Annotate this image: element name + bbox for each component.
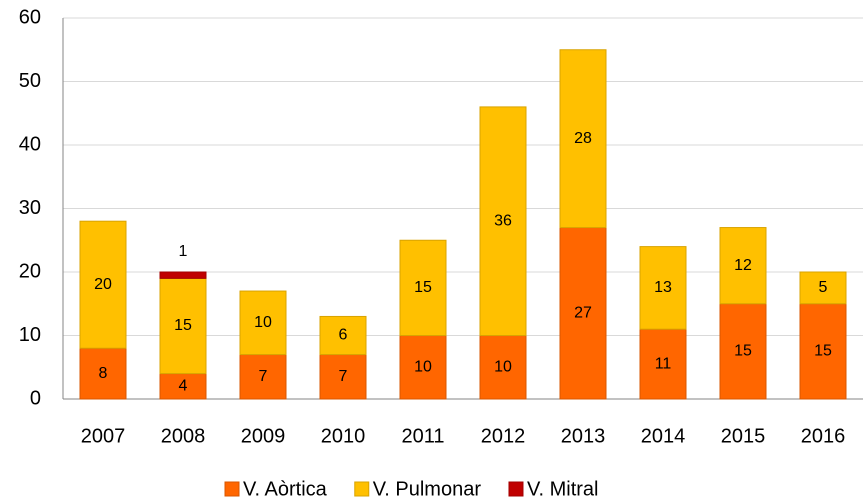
bar-segment — [79, 347, 127, 400]
data-label: 13 — [654, 279, 672, 296]
y-tick-label: 10 — [19, 324, 41, 346]
y-tick-label: 20 — [19, 260, 41, 282]
bar-segment — [79, 220, 127, 349]
data-label: 1 — [179, 243, 188, 260]
bar-segment — [719, 227, 767, 305]
data-label: 8 — [99, 365, 108, 382]
x-tick-label: 2011 — [401, 425, 444, 447]
legend-swatch — [354, 481, 370, 497]
data-label: 10 — [494, 358, 512, 375]
data-label: 7 — [339, 368, 348, 385]
legend-label: V. Aòrtica — [243, 478, 328, 500]
data-label: 15 — [414, 279, 432, 296]
y-tick-label: 60 — [19, 6, 41, 28]
bar-segment — [399, 335, 447, 400]
data-label: 12 — [734, 257, 752, 274]
legend-swatch — [224, 481, 240, 497]
y-tick-label: 40 — [19, 133, 41, 155]
bar-segment — [719, 303, 767, 400]
x-tick-label: 2010 — [321, 425, 366, 447]
x-tick-label: 2016 — [801, 425, 846, 447]
legend: V. Aòrtica V. Pulmonar V. Mitral — [224, 478, 599, 500]
data-label: 28 — [574, 130, 592, 147]
data-label: 15 — [734, 343, 752, 360]
y-tick-label: 50 — [19, 70, 41, 92]
bar-segment — [559, 49, 607, 229]
data-label: 27 — [574, 304, 592, 321]
data-label: 4 — [179, 378, 188, 395]
bar-segment — [799, 303, 847, 400]
bar-segment — [399, 239, 447, 336]
legend-label: V. Pulmonar — [373, 478, 482, 500]
data-label: 15 — [814, 343, 832, 360]
legend-label: V. Mitral — [527, 478, 599, 500]
legend-swatch — [508, 481, 524, 497]
x-tick-label: 2008 — [161, 425, 206, 447]
x-tick-label: 2012 — [481, 425, 526, 447]
data-label: 11 — [655, 355, 672, 372]
bar-segment — [479, 106, 527, 337]
data-label: 7 — [259, 368, 268, 385]
bar-segment — [159, 277, 207, 375]
data-label: 36 — [494, 212, 512, 229]
x-tick-label: 2007 — [81, 425, 126, 447]
data-label: 6 — [339, 327, 348, 344]
bar-segment — [319, 315, 367, 356]
bar-segment — [639, 328, 687, 400]
y-tick-label: 0 — [30, 387, 41, 409]
bar-segment — [159, 271, 207, 279]
data-label: 10 — [254, 314, 272, 331]
bar-segment — [799, 271, 847, 305]
data-label: 10 — [414, 358, 432, 375]
data-label: 5 — [819, 279, 828, 296]
bar-segment — [559, 227, 607, 400]
x-tick-label: 2009 — [241, 425, 286, 447]
bar-segment — [639, 246, 687, 330]
data-label: 15 — [174, 317, 192, 334]
data-label: 20 — [94, 276, 112, 293]
x-tick-label: 2015 — [721, 425, 766, 447]
x-tick-label: 2013 — [561, 425, 606, 447]
x-tick-label: 2014 — [641, 425, 686, 447]
bar-segment — [239, 290, 287, 356]
y-tick-label: 30 — [19, 197, 41, 219]
